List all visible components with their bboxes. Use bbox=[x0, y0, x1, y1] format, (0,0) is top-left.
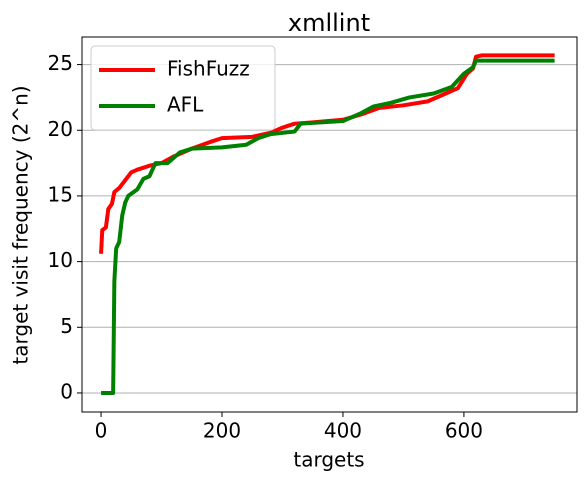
line-series bbox=[99, 53, 555, 254]
legend-label: AFL bbox=[167, 93, 204, 117]
x-axis-label: targets bbox=[293, 448, 364, 472]
y-tick-label: 25 bbox=[48, 51, 73, 75]
chart-title: xmllint bbox=[288, 9, 370, 37]
x-tick-label: 400 bbox=[324, 419, 362, 443]
y-tick-label: 20 bbox=[48, 117, 73, 141]
y-tick-label: 10 bbox=[48, 248, 73, 272]
y-tick-label: 0 bbox=[60, 379, 73, 403]
x-tick-label: 0 bbox=[95, 419, 108, 443]
y-tick-label: 15 bbox=[48, 182, 73, 206]
legend-label: FishFuzz bbox=[167, 57, 250, 81]
y-tick-label: 5 bbox=[60, 314, 73, 338]
legend-box bbox=[90, 45, 276, 131]
x-tick-label: 200 bbox=[203, 419, 241, 443]
x-tick-label: 600 bbox=[445, 419, 483, 443]
line-series bbox=[101, 58, 555, 395]
plot-frame bbox=[81, 36, 578, 413]
y-axis-label: target visit frequency (2^n) bbox=[9, 85, 33, 364]
